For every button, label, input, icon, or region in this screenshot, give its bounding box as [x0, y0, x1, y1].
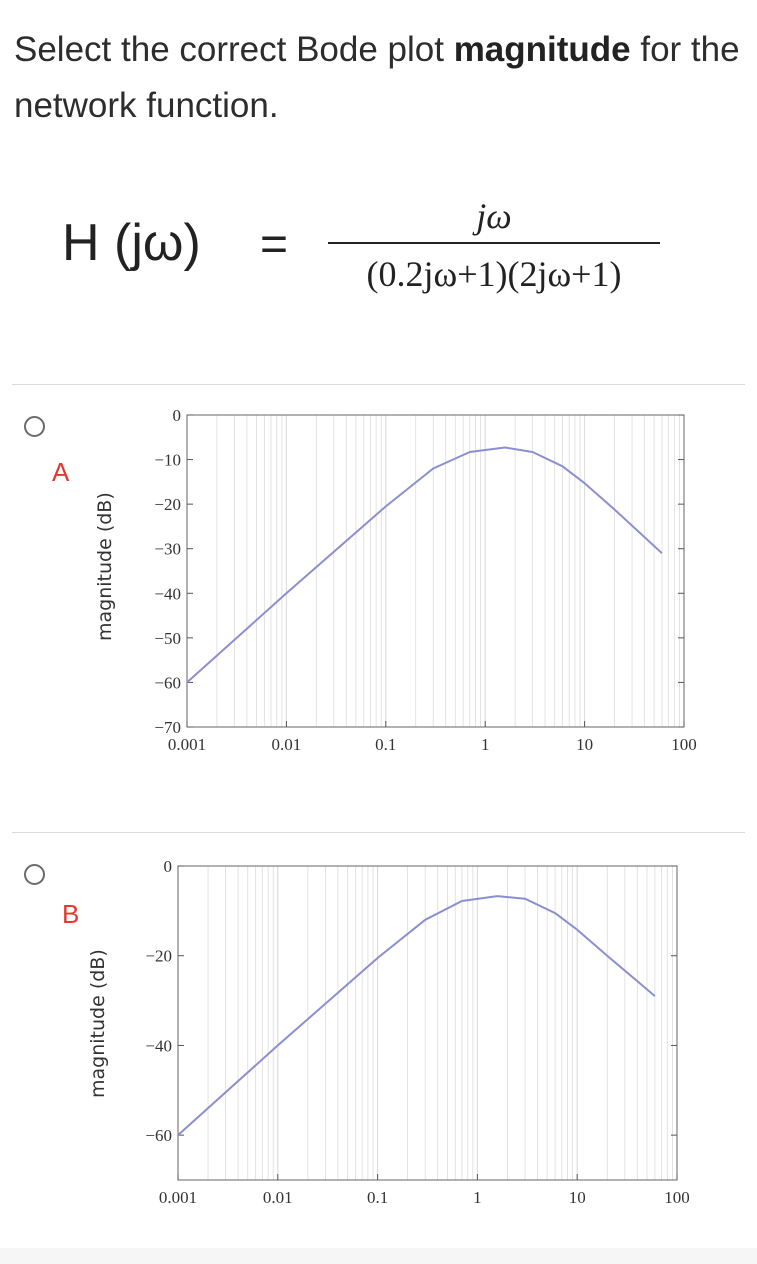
option-a-xtick-label: 1 — [481, 735, 490, 754]
question-text-end: for the network function. — [14, 30, 740, 125]
option-b-xtick-label: 10 — [569, 1188, 586, 1207]
equation-denominator: (0.2jω+1)(2jω+1) — [367, 254, 622, 294]
option-b-ytick-label: −20 — [145, 947, 172, 966]
option-b[interactable]: B magnitude (dB) 0 −20 −40 −60 0.001 0.01 0.1 1… — [0, 833, 757, 1248]
option-b-radio[interactable] — [24, 864, 45, 885]
option-a-xtick-label: 100 — [671, 735, 697, 754]
option-a-ytick-label: −40 — [154, 584, 181, 603]
bottom-strip — [0, 1248, 757, 1264]
equation-numerator: jω — [472, 196, 511, 236]
divider-top — [12, 384, 745, 385]
option-b-xtick-label: 0.001 — [159, 1188, 197, 1207]
option-a-ytick-label: −60 — [154, 673, 181, 692]
option-a-xtick-label: 10 — [576, 735, 593, 754]
option-a-ytick-label: −20 — [154, 495, 181, 514]
option-b-xtick-label: 100 — [664, 1188, 690, 1207]
option-a[interactable]: A magnitude (dB) 0 −10 −20 −30 −40 −50 −60 −70 0… — [0, 385, 757, 830]
option-b-xtick-label: 0.01 — [263, 1188, 293, 1207]
option-a-ytick-label: −70 — [154, 718, 181, 737]
option-b-letter: B — [62, 899, 80, 929]
option-a-frame — [186, 414, 685, 728]
option-a-radio[interactable] — [24, 416, 45, 437]
option-a-magnitude-curve — [186, 446, 663, 684]
option-a-xtick-label: 0.1 — [375, 735, 396, 754]
question-text-start: Select the correct Bode plot — [14, 30, 454, 69]
option-b-magnitude-curve — [177, 895, 656, 1136]
option-a-ytick-label: −50 — [154, 629, 181, 648]
option-b-xtick-label: 0.1 — [367, 1188, 388, 1207]
option-b-ytick-label: 0 — [164, 857, 173, 876]
option-b-xtick-label: 1 — [473, 1188, 482, 1207]
option-a-ytick-label: −10 — [154, 451, 181, 470]
option-a-ytick-label: 0 — [173, 406, 182, 425]
option-b-ytick-label: −40 — [145, 1036, 172, 1055]
question-keyword: magnitude — [453, 30, 631, 69]
equation-equals: = — [260, 218, 288, 271]
question-text: Select the correct Bode plot magnitude f… — [14, 22, 744, 134]
option-a-xtick-label: 0.001 — [168, 735, 206, 754]
divider-middle — [12, 832, 745, 833]
option-b-bode-chart: 0 −20 −40 −60 0.001 0.01 0.1 1 10 100 — [145, 857, 690, 1207]
network-function-equation: H (jω) = jω (0.2jω+1)(2jω+1) — [62, 196, 660, 294]
equation-lhs: H (jω) — [62, 214, 201, 272]
option-a-bode-chart: 0 −10 −20 −30 −40 −50 −60 −700.001 0.01 0.1 1 10 100 — [154, 406, 697, 754]
option-b-frame — [177, 865, 678, 1181]
option-a-xtick-label: 0.01 — [272, 735, 302, 754]
option-a-ytick-label: −30 — [154, 540, 181, 559]
option-a-letter: A — [52, 457, 70, 487]
option-b-ytick-label: −60 — [145, 1126, 172, 1145]
